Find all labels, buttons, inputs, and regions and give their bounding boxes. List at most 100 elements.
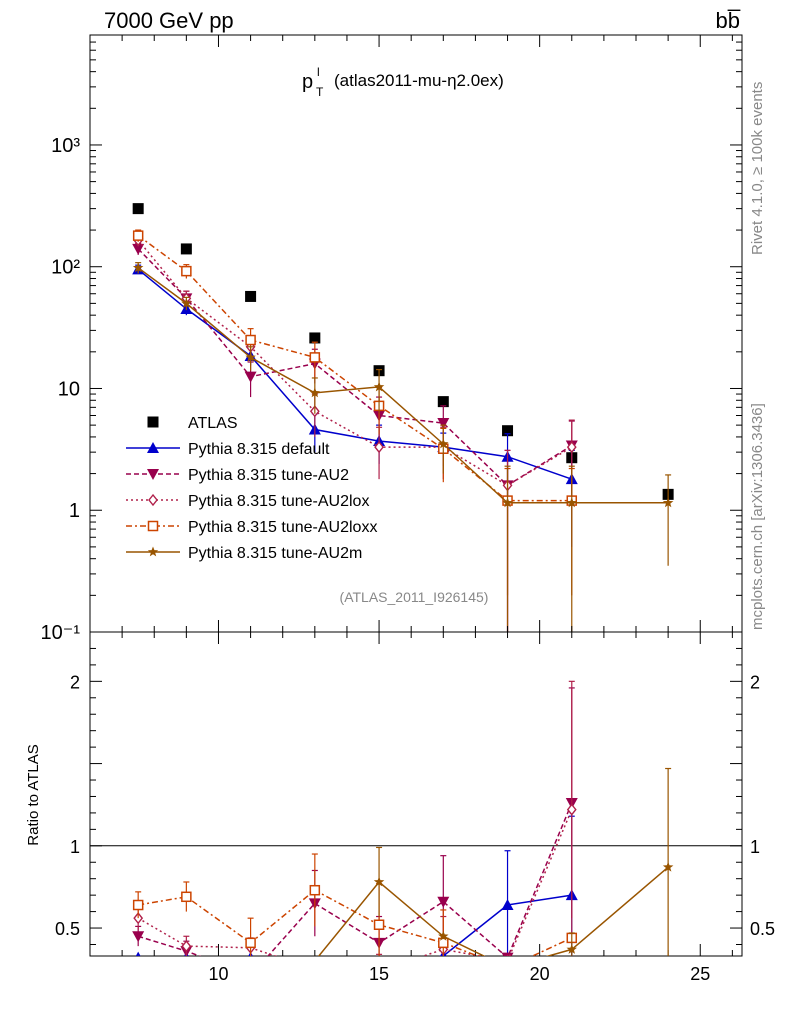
ratio-point-pythia-8-315-tune-au2lox [566, 803, 577, 816]
ratio-point-pythia-8-315-tune-au2m [137, 955, 139, 956]
y-tick-label: 10⁻¹ [41, 622, 81, 644]
ratio-line-pythia-8-315-default [438, 894, 572, 956]
ratio-line-pythia-8-315-tune-au2loxx [138, 889, 573, 956]
ratio-point-pythia-8-315-tune-au2lox [506, 954, 509, 956]
legend-entry-pythia-8-315-tune-au2lox: Pythia 8.315 tune-AU2lox [126, 493, 369, 510]
x-tick-label: 20 [530, 964, 550, 984]
ratio-point-pythia-8-315-tune-au2lox [181, 940, 192, 953]
ratio-point-pythia-8-315-default [135, 951, 141, 956]
ratio-point-pythia-8-315-tune-au2m [314, 955, 316, 956]
header-left-label: 7000 GeV pp [104, 8, 234, 33]
legend-marker-pythia-8-315-tune-au2lox [148, 493, 158, 507]
main-panel: 10⁻¹ 1 10 10² 10³ [41, 34, 743, 644]
ratio-frame [89, 631, 743, 957]
title-subscript: T [316, 85, 324, 99]
ratio-data-area [132, 680, 674, 956]
ratio-point-pythia-8-315-tune-au2m [438, 930, 449, 941]
ratio-tick-label-right: 2 [750, 672, 760, 692]
data-point-pythia-8-315-tune-au2loxx [181, 265, 192, 277]
ratio-point-pythia-8-315-tune-au2 [437, 896, 450, 908]
legend-label-pythia-8-315-tune-au2lox: Pythia 8.315 tune-AU2lox [188, 493, 369, 510]
data-point-pythia-8-315-tune-au2m [132, 262, 144, 273]
series-line-pythia-8-315-tune-au2loxx [137, 234, 572, 502]
analysis-label: (ATLAS_2011_I926145) [340, 589, 489, 605]
legend-label-atlas: ATLAS [188, 415, 238, 432]
legend-marker-pythia-8-315-default [147, 442, 159, 453]
data-point-atlas [309, 332, 321, 344]
legend-label-pythia-8-315-tune-au2m: Pythia 8.315 tune-AU2m [188, 545, 362, 562]
legend-marker-pythia-8-315-tune-au2loxx [147, 520, 159, 532]
data-point-atlas [437, 396, 449, 408]
data-point-pythia-8-315-tune-au2m [309, 387, 321, 398]
header-right-label: bb̅ [716, 8, 741, 33]
legend: ATLAS Pythia 8.315 default Pythia 8.315 tu… [126, 415, 377, 562]
title-rest: (atlas2011-mu-η2.0ex) [334, 71, 504, 90]
ratio-point-pythia-8-315-tune-au2m [662, 861, 674, 872]
series-pythia-8-315-tune-au2m [132, 262, 674, 632]
legend-entry-atlas: ATLAS [147, 415, 238, 432]
side-label-top: Rivet 4.1.0, ≥ 100k events [749, 82, 766, 255]
legend-entry-pythia-8-315-tune-au2loxx: Pythia 8.315 tune-AU2loxx [126, 519, 377, 536]
ratio-point-pythia-8-315-tune-au2loxx [373, 919, 385, 931]
legend-entry-pythia-8-315-tune-au2m: Pythia 8.315 tune-AU2m [126, 545, 362, 562]
ratio-point-pythia-8-315-tune-au2m [250, 955, 251, 956]
data-point-pythia-8-315-tune-au2m [438, 438, 449, 449]
ratio-point-pythia-8-315-tune-au2loxx [181, 891, 192, 903]
data-point-pythia-8-315-tune-au2loxx [309, 352, 321, 363]
title-superscript: l [317, 65, 320, 79]
legend-marker-pythia-8-315-tune-au2 [147, 469, 159, 480]
data-point-pythia-8-315-tune-au2m [245, 351, 256, 362]
ratio-panel: 10 15 20 25 0.5 0.5 1 1 2 2 [55, 620, 775, 984]
legend-label-pythia-8-315-tune-au2: Pythia 8.315 tune-AU2 [188, 467, 349, 484]
data-point-pythia-8-315-tune-au2lox [374, 440, 384, 454]
ratio-point-pythia-8-315-tune-au2loxx [438, 937, 449, 949]
data-point-pythia-8-315-tune-au2m [502, 497, 513, 508]
data-point-pythia-8-315-tune-au2loxx [132, 230, 144, 241]
data-point-pythia-8-315-tune-au2 [437, 418, 450, 430]
ratio-tick-label-right: 1 [750, 837, 760, 857]
ratio-point-pythia-8-315-tune-au2 [132, 931, 145, 943]
ratio-point-pythia-8-315-tune-au2loxx [309, 884, 321, 896]
ratio-point-pythia-8-315-default [501, 899, 514, 911]
y-tick-label: 10³ [51, 135, 80, 157]
data-point-atlas [132, 203, 144, 215]
legend-entry-pythia-8-315-default: Pythia 8.315 default [126, 441, 330, 458]
title-main: p [302, 71, 313, 93]
x-tick-label: 15 [369, 964, 389, 984]
legend-label-pythia-8-315-tune-au2loxx: Pythia 8.315 tune-AU2loxx [188, 519, 377, 536]
data-point-pythia-8-315-tune-au2m [181, 297, 192, 308]
data-point-pythia-8-315-tune-au2 [244, 371, 257, 383]
side-label-bottom: mcplots.cern.ch [arXiv:1306.3436] [749, 403, 766, 630]
y-tick-label: 1 [69, 500, 80, 522]
y-tick-label: 10² [51, 257, 80, 279]
data-point-pythia-8-315-tune-au2m [566, 497, 577, 508]
legend-label-pythia-8-315-default: Pythia 8.315 default [188, 441, 330, 458]
data-point-pythia-8-315-tune-au2 [132, 243, 145, 255]
main-data-area [132, 203, 674, 632]
data-point-atlas [245, 290, 257, 302]
ratio-tick-label-left: 2 [70, 672, 80, 692]
legend-marker-pythia-8-315-tune-au2m [147, 546, 159, 557]
data-point-pythia-8-315-tune-au2lox [566, 440, 577, 454]
ratio-series-pythia-8-315-tune-au2m [137, 767, 674, 956]
ratio-line-pythia-8-315-tune-au2lox [137, 809, 573, 956]
series-line-pythia-8-315-tune-au2 [137, 248, 573, 487]
data-point-pythia-8-315-tune-au2m [373, 381, 385, 392]
data-point-pythia-8-315-tune-au2m [662, 497, 674, 508]
ratio-point-pythia-8-315-tune-au2loxx [132, 899, 144, 911]
ratio-tick-label-left: 1 [70, 837, 80, 857]
x-tick-label: 25 [690, 964, 710, 984]
series-line-pythia-8-315-default [137, 268, 573, 480]
x-tick-label: 10 [208, 964, 228, 984]
ratio-point-pythia-8-315-tune-au2m [186, 955, 187, 956]
ratio-point-pythia-8-315-tune-au2loxx [245, 937, 256, 949]
legend-marker-atlas [147, 416, 159, 428]
ratio-tick-label-left: 0.5 [55, 919, 80, 939]
plot-title: p l T (atlas2011-mu-η2.0ex) [302, 65, 504, 99]
legend-entry-pythia-8-315-tune-au2: Pythia 8.315 tune-AU2 [126, 467, 349, 484]
ratio-point-pythia-8-315-tune-au2m [566, 943, 577, 954]
data-point-atlas [180, 243, 192, 255]
y-tick-label: 10 [58, 378, 80, 400]
